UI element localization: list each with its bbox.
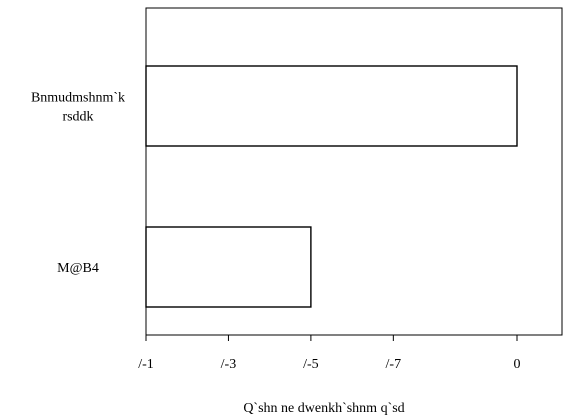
x-tick-label-4: /-7 (386, 357, 402, 372)
x-tick-label-1: /-1 (138, 357, 154, 372)
bars-group (145, 65, 518, 308)
x-tick-label-3: /-5 (303, 357, 319, 372)
bar-1 (145, 65, 518, 147)
bar-2 (145, 226, 312, 308)
x-tick-label-2: /-3 (221, 357, 237, 372)
x-axis-ticks: /-1 /-3 /-5 /-7 0 (138, 335, 521, 372)
category-label-2-line-1: M@B4 (57, 261, 99, 276)
category-label-1-line-2: rsddk (62, 110, 93, 125)
x-tick-label-5: 0 (514, 357, 521, 372)
category-label-1-line-1: Bnmudmshnm`k (31, 91, 125, 106)
y-axis-labels: Bnmudmshnm`k rsddk M@B4 (31, 91, 125, 277)
plot-frame (145, 7, 563, 336)
x-axis-label: Q`shn ne dwenkh`shnm q`sd (243, 401, 404, 416)
